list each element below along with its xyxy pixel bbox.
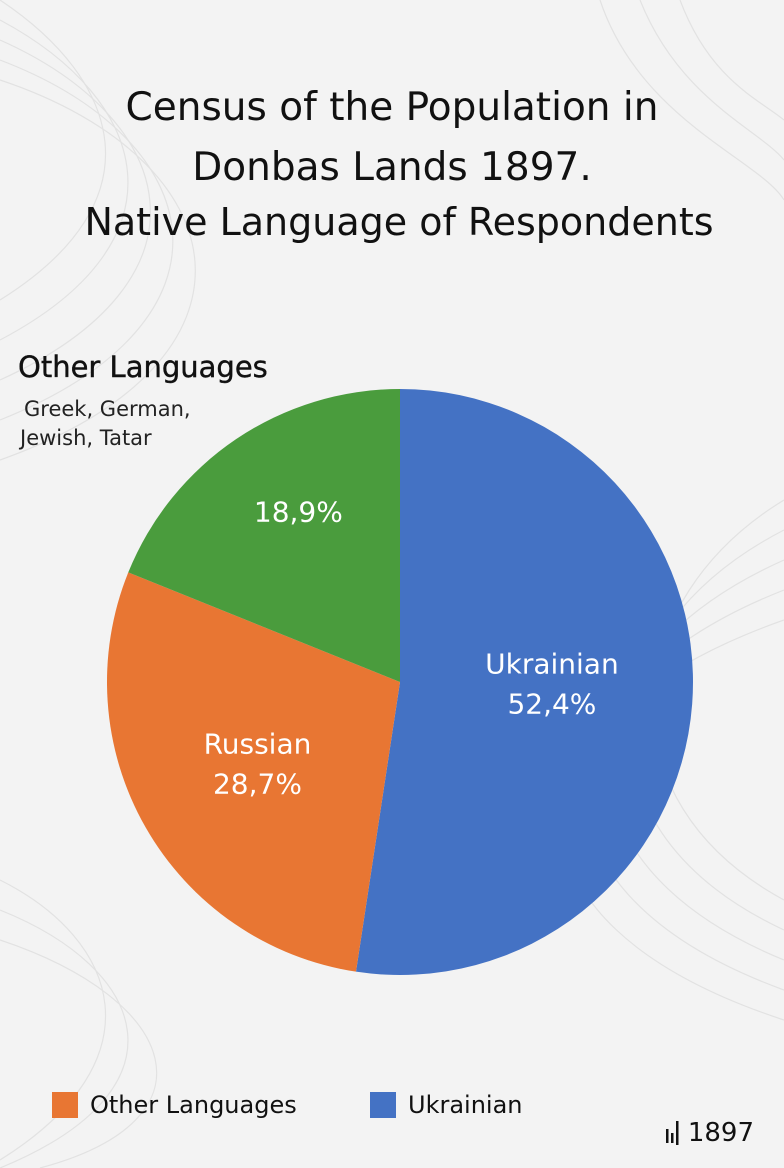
brand-mark: 1897: [664, 1118, 754, 1148]
slice-label-name: Ukrainian: [485, 647, 619, 680]
slice-label-value: 52,4%: [507, 687, 596, 720]
pie-slice-russian: [106, 572, 400, 972]
pie-slice-other-languages: [128, 389, 400, 682]
legend-label: Ukrainian: [408, 1091, 523, 1119]
chart-title-line-2: Donbas Lands 1897.: [192, 145, 592, 190]
legend-swatch: [370, 1092, 396, 1118]
annotation-line-1: Greek, German,: [24, 397, 191, 421]
annotation-line-2: Jewish, Tatar: [20, 426, 152, 450]
chart-subtitle: Native Language of Respondents: [84, 200, 714, 244]
legend-label: Other Languages: [90, 1091, 297, 1119]
legend-item-ukrainian: Ukrainian: [370, 1090, 523, 1120]
legend-item-other-languages: Other Languages: [52, 1090, 297, 1120]
slice-label-name: Russian: [204, 727, 312, 760]
legend-swatch: [52, 1092, 78, 1118]
pie-slice-ukrainian: [355, 389, 693, 976]
annotation-title: Other Languages: [18, 350, 268, 384]
chart-title-line-1: Census of the Population in: [125, 85, 659, 130]
slice-label-value: 18,9%: [254, 495, 343, 528]
bar-logo-icon: [665, 1121, 679, 1145]
slice-label-value: 28,7%: [213, 767, 302, 800]
brand-text: 1897: [687, 1118, 754, 1148]
